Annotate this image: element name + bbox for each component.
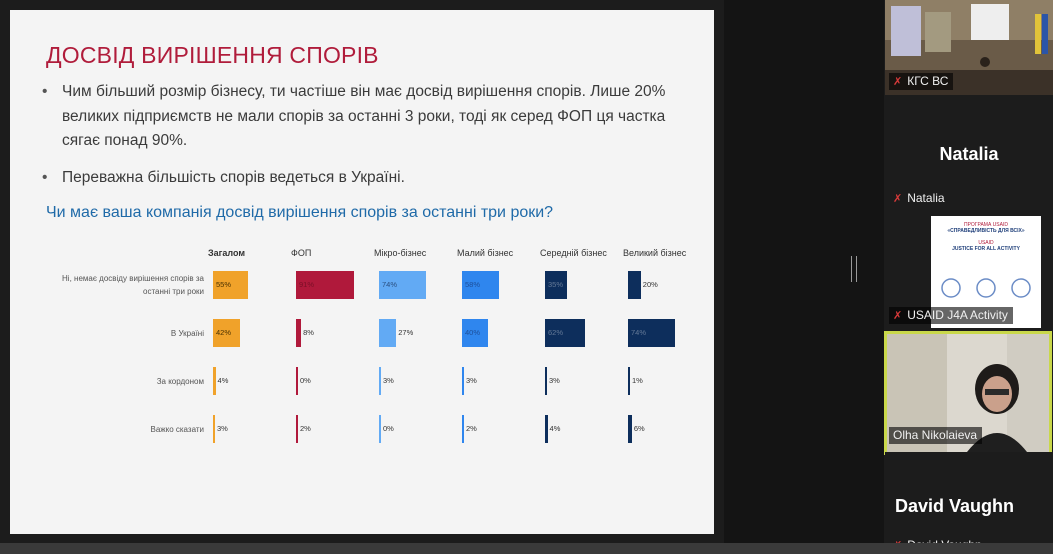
participant-name-tag: ✗ USAID J4A Activity — [889, 307, 1013, 324]
bar-value-label: 3% — [466, 376, 477, 385]
chart-bar — [545, 367, 547, 395]
participant-name-tag: ✗ КГС ВС — [889, 73, 954, 90]
chart-bar — [545, 271, 568, 299]
chart-bar — [379, 415, 381, 443]
mic-muted-icon: ✗ — [893, 76, 903, 88]
column-header: ФОП — [291, 248, 312, 258]
gallery-divider-area — [724, 0, 884, 543]
bar-value-label: 91% — [299, 280, 315, 289]
bar-value-label: 58% — [465, 280, 481, 289]
chart-question: Чи має ваша компанія досвід вирішення сп… — [46, 204, 554, 221]
bar-value-label: 27% — [398, 328, 414, 337]
bullet-text: Переважна більшість спорів ведеться в Ук… — [62, 169, 405, 186]
chart-bar — [462, 415, 464, 443]
slide-title: ДОСВІД ВИРІШЕННЯ СПОРІВ — [46, 42, 379, 68]
bar-value-label: 2% — [300, 424, 311, 433]
participant-name-tag: ✗David Vaughn — [889, 537, 987, 543]
row-label: Ні, немає досвіду вирішення спорів за ос… — [62, 274, 204, 296]
participant-tile[interactable]: ПРОГРАМА USAID «СПРАВЕДЛИВІСТЬ ДЛЯ ВСІХ»… — [885, 214, 1053, 330]
chart-bar — [296, 319, 302, 347]
mic-muted-icon: ✗ — [893, 538, 902, 543]
chart-bar — [462, 319, 488, 347]
bar-value-label: 42% — [216, 328, 232, 337]
row-label: В Україні — [170, 329, 204, 338]
row-label: За кордоном — [156, 377, 204, 386]
chart-bar — [628, 319, 676, 347]
chart-bar — [628, 271, 641, 299]
chart-bar — [296, 415, 298, 443]
bar-value-label: 4% — [217, 376, 229, 385]
participant-tile[interactable]: ✗ КГС ВС — [885, 0, 1053, 95]
column-header: Загалом — [208, 248, 246, 258]
chart-bar — [545, 319, 585, 347]
chart-bar — [379, 319, 397, 347]
chart-bar — [628, 367, 630, 395]
bar-value-label: 3% — [549, 376, 560, 385]
bar-value-label: 1% — [632, 376, 643, 385]
bar-value-label: 74% — [631, 328, 647, 337]
bar-value-label: 62% — [548, 328, 564, 337]
chart-bar — [296, 271, 355, 299]
bar-value-label: 0% — [300, 376, 311, 385]
chart-bar — [462, 367, 464, 395]
bullet-icon: • — [42, 169, 48, 186]
participant-name-tag: Olha Nikolaieva — [889, 427, 983, 444]
bottom-toolbar-strip — [0, 543, 1053, 554]
bar-value-label: 74% — [382, 280, 398, 289]
chart-bar — [628, 415, 632, 443]
participant-tile-active-speaker[interactable]: Olha Nikolaieva — [884, 331, 1052, 455]
justice-icons — [941, 278, 1031, 298]
resize-handle[interactable] — [851, 256, 857, 282]
bullet-icon: • — [42, 83, 48, 100]
row-label: Важко сказати — [150, 425, 204, 434]
chart-bar — [213, 415, 215, 443]
bar-value-label: 3% — [217, 424, 228, 433]
column-header: Великий бізнес — [623, 248, 687, 258]
participant-display-name: Natalia — [939, 144, 999, 164]
chart-bar — [213, 271, 249, 299]
conference-room-video — [885, 0, 1053, 95]
bar-value-label: 40% — [465, 328, 481, 337]
bar-value-label: 35% — [548, 280, 564, 289]
mic-muted-icon: ✗ — [893, 193, 903, 205]
bar-value-label: 20% — [642, 280, 658, 289]
chart-bar — [462, 271, 500, 299]
bar-value-label: 55% — [216, 280, 232, 289]
presentation-slide: ДОСВІД ВИРІШЕННЯ СПОРІВ • Чим більший ро… — [10, 10, 714, 534]
column-header: Малий бізнес — [457, 248, 514, 258]
participant-display-name: David Vaughn — [895, 496, 1015, 516]
bar-value-label: 3% — [383, 376, 394, 385]
mic-muted-icon: ✗ — [893, 310, 903, 322]
bar-value-label: 2% — [466, 424, 477, 433]
chart-bar — [213, 367, 216, 395]
chart-bar — [379, 271, 427, 299]
bar-value-label: 4% — [549, 424, 561, 433]
column-header: Середній бізнес — [540, 248, 607, 258]
participant-tile[interactable]: Natalia ✗ Natalia — [885, 100, 1053, 210]
bullet-point: • Чим більший розмір бізнесу, ти частіше… — [42, 80, 682, 154]
bullet-point: • Переважна більшість спорів ведеться в … — [42, 166, 682, 191]
chart-bar — [545, 415, 548, 443]
column-header: Мікро-бізнес — [374, 248, 427, 258]
bar-value-label: 6% — [633, 424, 645, 433]
chart-bar — [296, 367, 298, 395]
chart-bar — [379, 367, 381, 395]
bullet-text: Чим більший розмір бізнесу, ти частіше в… — [62, 83, 666, 149]
bar-value-label: 0% — [383, 424, 394, 433]
participant-name-tag: ✗ Natalia — [889, 190, 950, 207]
survey-chart: Загалом ФОП Мікро-бізнес Малий бізнес Середн… — [10, 10, 714, 534]
chart-bar — [213, 319, 240, 347]
participant-tile[interactable]: David Vaughn ✗David Vaughn — [885, 452, 1053, 543]
bar-value-label: 8% — [303, 328, 314, 337]
